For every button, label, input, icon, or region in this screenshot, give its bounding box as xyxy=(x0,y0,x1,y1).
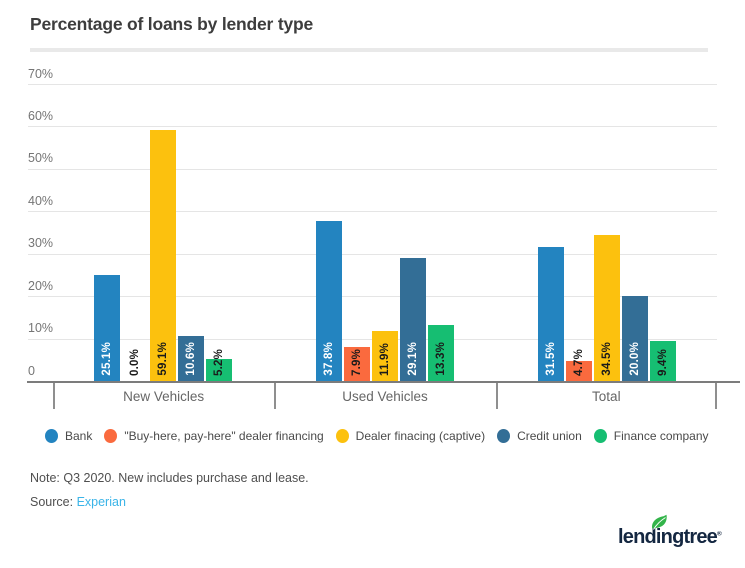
bar-new-vehicles-s0 xyxy=(94,274,120,381)
bar-used-vehicles-s4 xyxy=(428,324,454,381)
bar-new-vehicles-s2 xyxy=(150,130,176,381)
bar-value-label: 13.3% xyxy=(435,342,447,376)
bar-value-label: 11.9% xyxy=(379,343,391,376)
logo-wordmark: lendingtree® xyxy=(618,526,722,548)
note-text: Note: Q3 2020. New includes purchase and… xyxy=(30,471,309,485)
legend-label: Finance company xyxy=(613,429,709,443)
bar-total-s3 xyxy=(622,296,648,381)
legend-dot-icon xyxy=(104,429,118,443)
gridline-30 xyxy=(28,253,717,255)
bar-new-vehicles-s4 xyxy=(206,358,232,381)
legend-dot-icon xyxy=(497,429,511,443)
bar-used-vehicles-s3 xyxy=(400,257,426,381)
lendingtree-logo: lendingtree® xyxy=(618,514,743,548)
source-link-experian[interactable]: Experian xyxy=(76,495,126,509)
bar-used-vehicles-s0 xyxy=(316,220,342,381)
category-label-total: Total xyxy=(592,389,621,404)
category-label-new-vehicles: New Vehicles xyxy=(123,389,205,404)
y-axis-tick-label-20: 20% xyxy=(28,278,54,293)
bar-value-label: 29.1% xyxy=(407,342,419,376)
legend-item-2: Dealer finacing (captive) xyxy=(335,429,486,443)
category-label-used-vehicles: Used Vehicles xyxy=(342,389,428,404)
bar-value-label: 59.1% xyxy=(157,342,169,376)
bar-chart-plot: 0 10% 20% 30% 40% 50% 60% 70% 25.1% 37.8% 31.5% 0.0… xyxy=(28,67,717,381)
bar-new-vehicles-s3 xyxy=(178,336,204,381)
x-axis-tick xyxy=(53,383,55,409)
bar-used-vehicles-s2 xyxy=(372,330,398,381)
leaf-icon xyxy=(649,514,670,536)
bar-value-label: 34.5% xyxy=(601,342,613,376)
legend-label: "Buy-here, pay-here" dealer financing xyxy=(124,429,324,443)
legend-label: Bank xyxy=(65,429,93,443)
bar-value-label: 20.0% xyxy=(629,342,641,376)
chart-title: Percentage of loans by lender type xyxy=(30,14,314,34)
legend-label: Credit union xyxy=(517,429,582,443)
x-axis-tick xyxy=(274,383,277,409)
bar-value-label: 31.5% xyxy=(545,342,557,376)
legend-item-0: Bank xyxy=(45,429,92,443)
source-line: Source: Experian xyxy=(30,495,126,509)
bar-value-label: 7.9% xyxy=(351,348,363,376)
gridline-60 xyxy=(28,126,717,128)
bar-value-label: 0.0% xyxy=(129,348,141,376)
y-axis-tick-label-30: 30% xyxy=(28,236,54,251)
legend-dot-icon xyxy=(335,429,349,443)
y-axis-tick-label-40: 40% xyxy=(28,193,54,208)
bar-value-label: 37.8% xyxy=(323,342,335,376)
y-axis-tick-label-70: 70% xyxy=(28,66,54,81)
legend-label: Dealer finacing (captive) xyxy=(355,429,486,443)
legend-dot-icon xyxy=(593,429,607,443)
y-axis-tick-label-60: 60% xyxy=(28,108,54,123)
legend-item-3: Credit union xyxy=(497,429,582,443)
gridline-50 xyxy=(28,168,717,170)
bar-total-s2 xyxy=(594,234,620,381)
bar-used-vehicles-s1 xyxy=(344,347,370,381)
chart-legend: Bank "Buy-here, pay-here" dealer financin… xyxy=(45,429,709,443)
x-axis-tick xyxy=(495,383,498,409)
bar-total-s4 xyxy=(650,341,676,381)
x-axis-line xyxy=(27,381,740,383)
gridline-40 xyxy=(28,211,717,213)
bar-value-label: 5.2% xyxy=(213,348,225,376)
legend-dot-icon xyxy=(45,429,58,443)
source-label: Source: xyxy=(30,495,77,509)
bar-value-label: 9.4% xyxy=(657,348,669,376)
y-axis-tick-label-10: 10% xyxy=(28,321,54,336)
y-axis-tick-label-0: 0 xyxy=(28,363,35,378)
legend-item-4: Finance company xyxy=(593,429,709,443)
legend-item-1: "Buy-here, pay-here" dealer financing xyxy=(104,429,324,443)
x-axis-tick xyxy=(715,383,717,409)
y-axis-tick-label-50: 50% xyxy=(28,151,54,166)
title-divider xyxy=(30,48,708,52)
bar-value-label: 25.1% xyxy=(101,342,113,376)
gridline-70 xyxy=(28,84,717,85)
bar-total-s1 xyxy=(566,361,592,381)
bar-value-label: 10.6% xyxy=(185,342,197,376)
gridline-20 xyxy=(28,296,717,298)
x-axis-category-band: New Vehicles Used Vehicles Total xyxy=(53,383,717,410)
registered-mark: ® xyxy=(717,530,722,538)
bar-total-s0 xyxy=(538,247,564,381)
bar-value-label: 4.7% xyxy=(573,348,585,376)
